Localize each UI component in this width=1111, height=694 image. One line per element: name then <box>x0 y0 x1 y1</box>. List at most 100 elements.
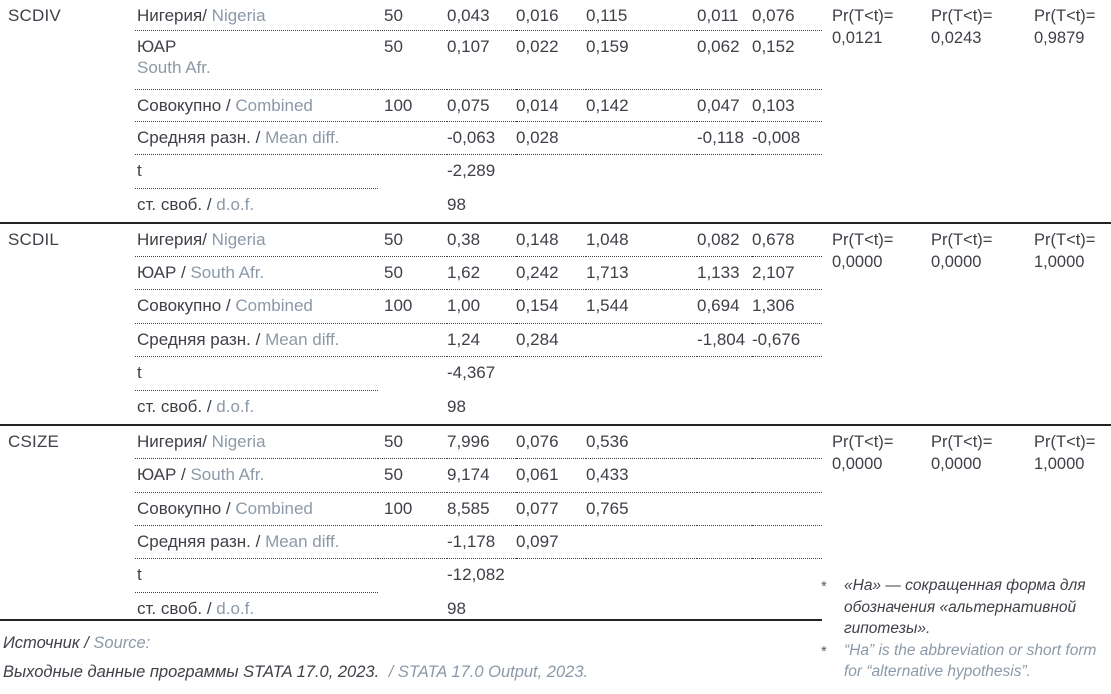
pr-value: 0,0000 <box>832 253 883 271</box>
group-label-cell: Совокупно / Combined <box>135 90 378 122</box>
ci-upper-cell <box>752 559 822 593</box>
pr-label: Pr(T<t)= <box>832 433 894 451</box>
ci-lower-cell <box>697 526 752 559</box>
ci-lower-cell <box>697 559 752 593</box>
group-label-cell: Совокупно / Combined <box>135 493 378 526</box>
ci-upper-cell <box>752 526 822 559</box>
label-en: Nigeria <box>211 230 266 249</box>
label-ru: ЮАР <box>137 37 177 56</box>
label-en: South Afr. <box>137 58 211 77</box>
label-en: Mean diff. <box>265 128 340 147</box>
stderr-cell <box>516 189 586 222</box>
stderr-cell <box>516 155 586 189</box>
mean-cell: -1,178 <box>447 526 516 559</box>
obs-cell <box>378 155 447 189</box>
asterisk-marker: * <box>821 642 827 660</box>
section-csize: CSIZE Нигерия/ Nigeria 50 7,996 0,076 0,… <box>0 424 1111 625</box>
stderr-cell <box>516 559 586 593</box>
ci-lower-cell: -0,118 <box>697 122 752 155</box>
pr-block: Pr(T<t)= 1,0000 <box>1034 229 1095 273</box>
mean-cell: 0,043 <box>447 0 516 31</box>
stddev-cell: 0,159 <box>586 31 697 90</box>
group-label-cell: ст. своб. / d.o.f. <box>135 593 378 623</box>
ci-lower-cell <box>697 426 752 459</box>
label-ru: Нигерия/ <box>137 6 207 25</box>
ci-upper-cell: 0,076 <box>752 0 822 31</box>
ci-upper-cell <box>752 493 822 526</box>
stddev-cell: 0,433 <box>586 459 697 493</box>
stderr-cell: 0,077 <box>516 493 586 526</box>
label-ru: ЮАР / <box>137 263 186 282</box>
obs-cell: 100 <box>378 290 447 324</box>
group-label-cell: ЮАР / South Afr. <box>135 257 378 290</box>
ci-upper-cell <box>752 189 822 222</box>
label-ru: ст. своб. / <box>137 397 212 416</box>
stderr-cell <box>516 357 586 391</box>
group-label-cell: Средняя разн. / Mean diff. <box>135 324 378 357</box>
table-row: Средняя разн. / Mean diff. -0,063 0,028 … <box>135 122 1111 155</box>
variable-name: SCDIL <box>8 230 60 249</box>
pr-label: Pr(T<t)= <box>931 433 993 451</box>
t-stat-cell: -12,082 <box>447 565 505 584</box>
stderr-cell: 0,022 <box>516 31 586 90</box>
stderr-cell: 0,076 <box>516 426 586 459</box>
label-ru: Совокупно / <box>137 96 231 115</box>
label-en: d.o.f. <box>216 599 255 618</box>
variable-name: SCDIV <box>8 6 61 25</box>
ci-lower-cell: 0,694 <box>697 290 752 324</box>
dof-cell: 98 <box>447 599 466 618</box>
ci-lower-cell: 0,082 <box>697 224 752 257</box>
mean-cell: 9,174 <box>447 459 516 493</box>
label-en: Combined <box>235 96 313 115</box>
pr-value: 0,0000 <box>931 253 982 271</box>
stddev-cell <box>586 189 697 222</box>
pr-label: Pr(T<t)= <box>1034 7 1096 25</box>
mean-cell: 7,996 <box>447 426 516 459</box>
stddev-cell: 1,713 <box>586 257 697 290</box>
pr-block: Pr(T<t)= 0,0121 <box>832 5 893 49</box>
label-ru: Нигерия/ <box>137 432 207 451</box>
obs-cell: 50 <box>378 426 447 459</box>
table-row: Нигерия/ Nigeria 50 7,996 0,076 0,536 <box>135 426 1111 459</box>
source-en: / STATA 17.0 Output, 2023. <box>388 663 589 681</box>
table-row: Нигерия/ Nigeria 50 0,043 0,016 0,115 0,… <box>135 0 1111 31</box>
pr-label: Pr(T<t)= <box>1034 231 1096 249</box>
stddev-cell <box>586 559 697 593</box>
obs-cell: 50 <box>378 31 447 90</box>
ci-upper-cell <box>752 357 822 391</box>
stddev-cell <box>586 324 697 357</box>
ci-lower-cell: 0,011 <box>697 0 752 31</box>
pr-label: Pr(T<t)= <box>931 231 993 249</box>
group-label-cell: ЮАР / South Afr. <box>135 459 378 493</box>
dof-cell: 98 <box>447 397 466 416</box>
label-en: Combined <box>235 499 313 518</box>
label-ru: Средняя разн. / <box>137 532 261 551</box>
table-row: ЮАР / South Afr. 50 9,174 0,061 0,433 <box>135 459 1111 493</box>
mean-cell: 1,24 <box>447 324 516 357</box>
ci-lower-cell <box>697 155 752 189</box>
pr-value: 0,0243 <box>931 29 982 47</box>
section-rows: Нигерия/ Nigeria 50 7,996 0,076 0,536 ЮА… <box>135 426 1111 623</box>
ci-upper-cell: 0,103 <box>752 90 822 122</box>
label-ru: Совокупно / <box>137 296 231 315</box>
ci-upper-cell <box>752 155 822 189</box>
obs-cell: 100 <box>378 493 447 526</box>
footnote-en: * “Ha” is the abbreviation or short form… <box>821 640 1111 683</box>
pr-label: Pr(T<t)= <box>832 7 894 25</box>
ci-upper-cell: -0,008 <box>752 122 822 155</box>
obs-cell <box>378 526 447 559</box>
pr-block: Pr(T<t)= 0,9879 <box>1034 5 1095 49</box>
obs-cell: 50 <box>378 224 447 257</box>
asterisk-marker: * <box>821 578 827 595</box>
source-en: Source: <box>93 634 151 652</box>
label-en: Nigeria <box>211 432 266 451</box>
stderr-cell: 0,061 <box>516 459 586 493</box>
ci-lower-cell <box>697 493 752 526</box>
source-ru: Выходные данные программы STATA 17.0, 20… <box>3 663 380 681</box>
stddev-cell <box>586 391 697 422</box>
obs-cell <box>378 391 447 422</box>
label-ru: t <box>137 565 142 584</box>
stddev-cell <box>586 122 697 155</box>
obs-cell <box>378 357 447 391</box>
ci-lower-cell: 0,062 <box>697 31 752 90</box>
